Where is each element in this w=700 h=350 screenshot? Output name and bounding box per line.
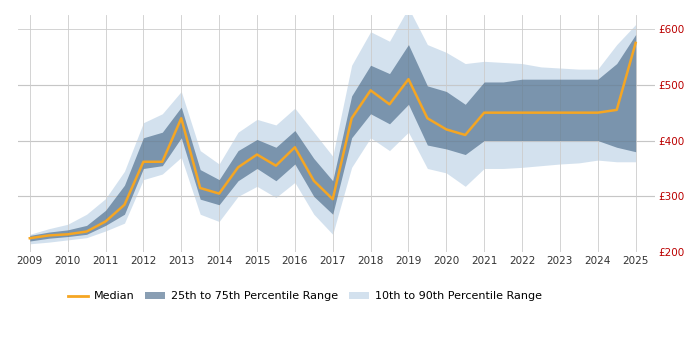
Legend: Median, 25th to 75th Percentile Range, 10th to 90th Percentile Range: Median, 25th to 75th Percentile Range, 1… xyxy=(64,287,546,306)
